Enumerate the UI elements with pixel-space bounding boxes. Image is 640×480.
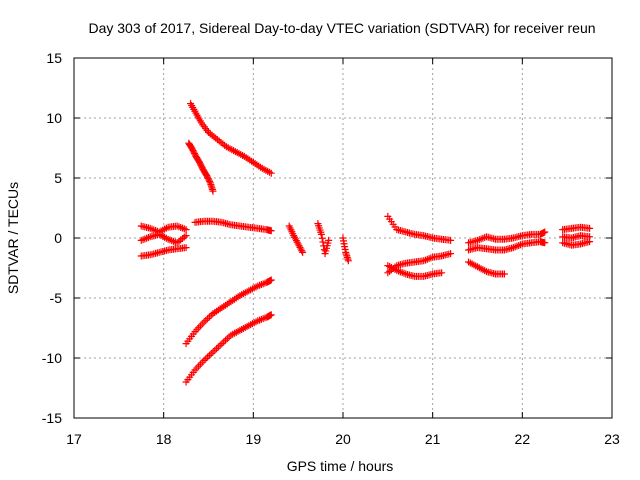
data-point [211, 346, 219, 354]
data-series [339, 234, 352, 265]
data-point [447, 236, 455, 244]
data-series [465, 258, 508, 278]
data-point [213, 345, 221, 353]
data-series [185, 139, 217, 195]
data-point [182, 244, 190, 252]
data-series [384, 262, 446, 280]
data-series [314, 220, 333, 258]
data-point [207, 350, 215, 358]
data-point [541, 239, 549, 247]
y-tick-label: 10 [46, 110, 62, 126]
data-point [209, 187, 217, 195]
y-tick-label: -5 [50, 290, 63, 306]
data-point [202, 316, 210, 324]
x-tick-label: 17 [66, 431, 82, 447]
data-series [182, 276, 275, 348]
data-point [317, 230, 325, 238]
axis-ticks [73, 57, 613, 419]
data-point [205, 313, 213, 321]
data-point [223, 335, 231, 343]
x-tick-label: 20 [335, 431, 351, 447]
data-point [299, 248, 307, 256]
y-tick-label: -15 [42, 410, 62, 426]
data-point [267, 276, 275, 284]
data-point [209, 348, 217, 356]
data-point [298, 247, 306, 255]
data-point [319, 238, 327, 246]
data-series [559, 223, 594, 234]
data-series [559, 238, 594, 249]
y-tick-label: 15 [46, 50, 62, 66]
data-series [465, 228, 549, 247]
data-point [586, 224, 594, 232]
data-point [214, 343, 222, 351]
data-point [216, 341, 224, 349]
data-point [438, 269, 446, 277]
data-point [182, 232, 190, 240]
data-point [267, 169, 275, 177]
data-series [137, 222, 190, 236]
data-series [182, 311, 275, 386]
x-tick-label: 23 [604, 431, 620, 447]
data-point [541, 228, 549, 236]
data-point [205, 351, 213, 359]
y-axis-tick-labels: -15 -10 -5 0 5 10 15 [42, 50, 62, 426]
data-series [465, 238, 549, 254]
y-tick-label: -10 [42, 350, 62, 366]
data-series [137, 230, 190, 247]
x-tick-label: 18 [156, 431, 172, 447]
data-point [447, 250, 455, 258]
data-point [202, 355, 210, 363]
data-series [191, 217, 275, 235]
data-point [586, 238, 594, 246]
y-tick-label: 0 [54, 230, 62, 246]
data-series [285, 222, 307, 256]
data-point [267, 227, 275, 235]
data-point [222, 336, 230, 344]
data-series [559, 232, 594, 242]
data-series [187, 100, 275, 177]
chart-title: Day 303 of 2017, Sidereal Day-to-day VTE… [88, 20, 595, 36]
data-point [318, 234, 326, 242]
y-axis-label: SDTVAR / TECUs [5, 182, 21, 294]
data-point [204, 353, 212, 361]
data-point [182, 226, 190, 234]
data-point [325, 236, 333, 244]
y-tick-label: 5 [54, 170, 62, 186]
x-tick-label: 19 [246, 431, 262, 447]
data-point [218, 340, 226, 348]
data-points [137, 100, 594, 386]
x-tick-label: 22 [515, 431, 531, 447]
data-point [204, 315, 212, 323]
data-point [500, 270, 508, 278]
x-axis-tick-labels: 17 18 19 20 21 22 23 [66, 431, 620, 447]
data-point [206, 177, 214, 185]
x-tick-label: 21 [425, 431, 441, 447]
data-point [267, 311, 275, 319]
data-point [220, 338, 228, 346]
data-series [137, 244, 190, 260]
data-series [384, 212, 455, 244]
data-point [344, 257, 352, 265]
x-axis-label: GPS time / hours [287, 458, 394, 474]
data-series [384, 250, 455, 277]
